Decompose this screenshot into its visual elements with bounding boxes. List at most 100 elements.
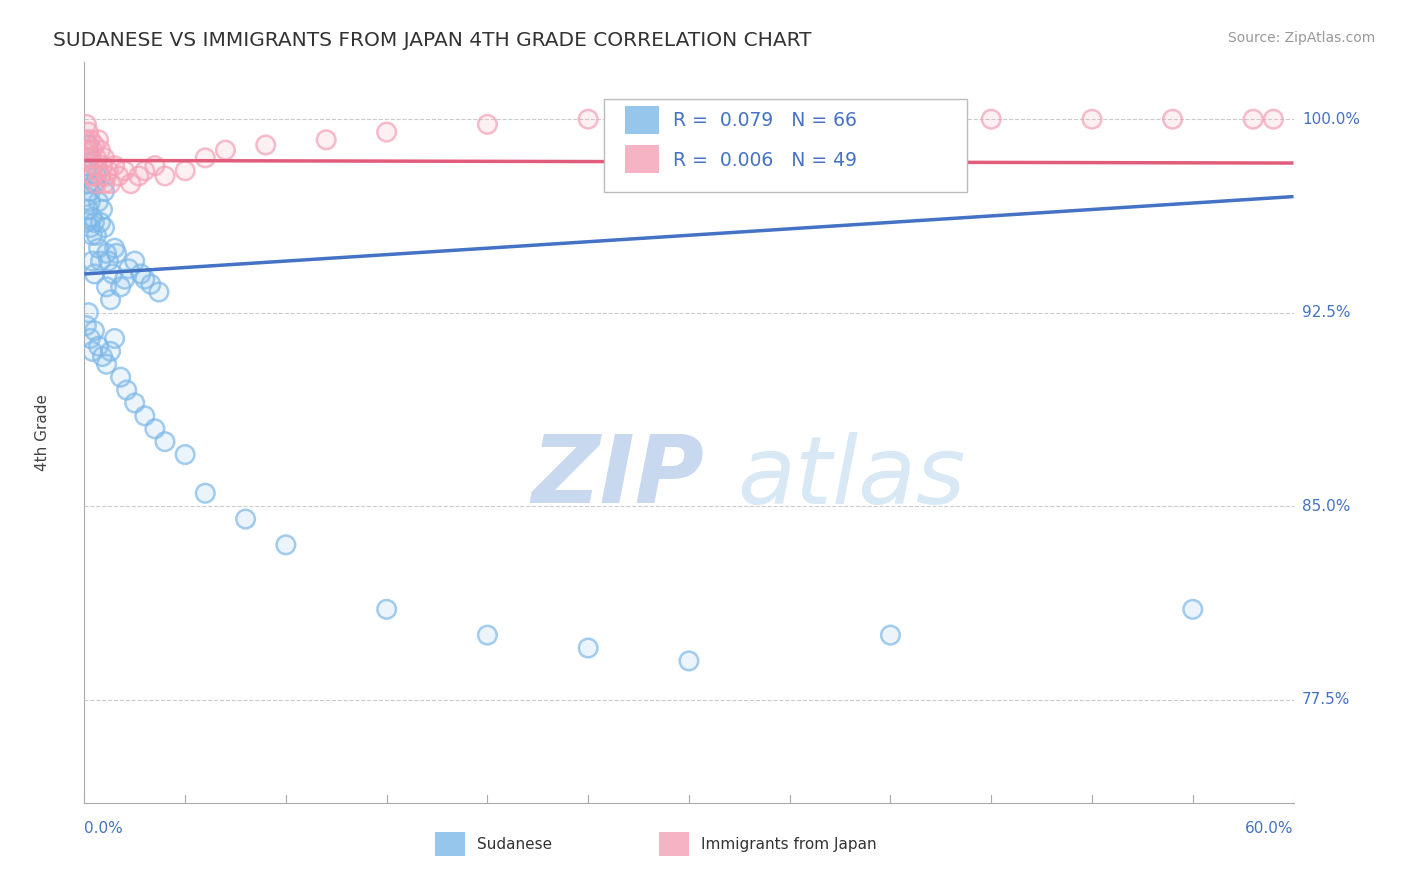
Point	[120, 177, 142, 191]
Point	[96, 169, 118, 183]
Point	[779, 112, 801, 127]
Point	[91, 159, 114, 173]
Point	[128, 169, 150, 183]
Point	[118, 261, 141, 276]
Point	[83, 215, 105, 229]
Point	[77, 202, 100, 217]
Point	[87, 339, 110, 353]
Point	[87, 133, 110, 147]
FancyBboxPatch shape	[605, 99, 967, 192]
Point	[79, 151, 101, 165]
Point	[96, 357, 118, 371]
Point	[174, 163, 197, 178]
Point	[86, 169, 108, 183]
Point	[124, 396, 146, 410]
Point	[879, 112, 901, 127]
Point	[143, 159, 166, 173]
Point	[143, 159, 166, 173]
Text: R =  0.006   N = 49: R = 0.006 N = 49	[673, 151, 858, 169]
Point	[75, 318, 97, 333]
Point	[124, 254, 146, 268]
Point	[77, 151, 100, 165]
Point	[134, 272, 156, 286]
Point	[75, 163, 97, 178]
Point	[153, 434, 176, 449]
Point	[115, 383, 138, 397]
Point	[477, 117, 499, 131]
Point	[129, 267, 152, 281]
Point	[93, 151, 115, 165]
Point	[114, 163, 136, 178]
Point	[134, 163, 156, 178]
Point	[174, 448, 197, 462]
Point	[97, 163, 120, 178]
Point	[93, 185, 115, 199]
Point	[1181, 602, 1204, 616]
Point	[79, 220, 101, 235]
Point	[89, 143, 111, 157]
Point	[576, 640, 599, 655]
Point	[194, 486, 217, 500]
Point	[79, 185, 101, 199]
Point	[89, 215, 111, 229]
Point	[148, 285, 170, 299]
Text: ZIP: ZIP	[531, 431, 704, 523]
Point	[980, 112, 1002, 127]
Point	[110, 370, 132, 384]
Text: 92.5%: 92.5%	[1302, 305, 1350, 320]
Point	[194, 486, 217, 500]
Point	[375, 602, 398, 616]
Text: 60.0%: 60.0%	[1246, 822, 1294, 837]
Point	[82, 344, 104, 359]
Point	[97, 163, 120, 178]
Point	[86, 169, 108, 183]
Point	[124, 254, 146, 268]
Point	[82, 169, 104, 183]
Point	[101, 267, 124, 281]
Point	[89, 254, 111, 268]
Point	[194, 151, 217, 165]
Point	[118, 261, 141, 276]
Point	[77, 143, 100, 157]
Point	[87, 163, 110, 178]
Point	[105, 246, 128, 260]
Point	[153, 169, 176, 183]
Point	[86, 151, 108, 165]
Point	[96, 357, 118, 371]
Point	[128, 169, 150, 183]
Point	[91, 159, 114, 173]
FancyBboxPatch shape	[624, 145, 659, 173]
Point	[83, 177, 105, 191]
Point	[153, 434, 176, 449]
Point	[87, 241, 110, 255]
Point	[82, 169, 104, 183]
Point	[75, 215, 97, 229]
Point	[83, 138, 105, 153]
Point	[174, 448, 197, 462]
Point	[75, 117, 97, 131]
Point	[235, 512, 257, 526]
Point	[104, 331, 127, 345]
Point	[678, 112, 700, 127]
Point	[104, 241, 127, 255]
Point	[93, 220, 115, 235]
Point	[93, 185, 115, 199]
Point	[87, 163, 110, 178]
Point	[100, 344, 122, 359]
Point	[576, 112, 599, 127]
Point	[153, 169, 176, 183]
Point	[79, 151, 101, 165]
Point	[1081, 112, 1104, 127]
Point	[77, 202, 100, 217]
Point	[100, 177, 122, 191]
Point	[79, 331, 101, 345]
Point	[77, 306, 100, 320]
Point	[79, 133, 101, 147]
Point	[89, 169, 111, 183]
Point	[77, 177, 100, 191]
Point	[82, 254, 104, 268]
Point	[83, 267, 105, 281]
Point	[87, 194, 110, 209]
Point	[477, 628, 499, 642]
Point	[96, 280, 118, 294]
